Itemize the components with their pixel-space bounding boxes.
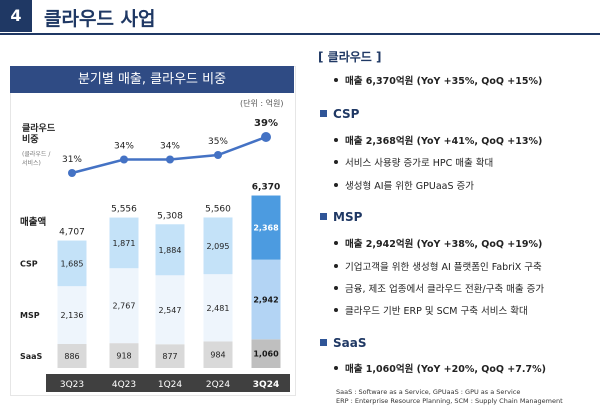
cloud-bullet: 매출 6,370억원 (YoY +35%, QoQ +15%)	[334, 73, 542, 87]
cloud-ratio-label: 39%	[254, 118, 278, 129]
ratio-title: 비중	[22, 133, 39, 145]
square-icon	[320, 213, 327, 220]
bar-saas-4q23	[109, 343, 139, 368]
segment-label: 2,136	[61, 311, 84, 320]
saas-heading: SaaS	[320, 336, 366, 350]
bullet-dot	[334, 286, 338, 290]
revenue-label: 매출액	[20, 216, 46, 228]
series-label-msp: MSP	[20, 311, 40, 320]
msp-heading: MSP	[320, 210, 362, 224]
bar-csp-3q24	[251, 195, 281, 260]
bar-msp-3q23	[57, 286, 87, 345]
segment-label: 886	[64, 352, 79, 361]
bar-msp-3q24	[251, 259, 281, 340]
csp-bullet-2: 서비스 사용량 증가로 HPC 매출 확대	[334, 155, 493, 169]
square-icon	[320, 339, 327, 346]
cloud-ratio-label: 35%	[208, 137, 228, 147]
bullet-dot	[334, 78, 338, 82]
ratio-title: 클라우드	[22, 122, 56, 134]
bar-csp-1q24	[155, 224, 185, 276]
chart-banner: 분기별 매출, 클라우드 비중	[10, 66, 294, 93]
bar-saas-3q24	[251, 339, 281, 368]
segment-label: 2,767	[113, 302, 136, 311]
saas-bullet: 매출 1,060억원 (YoY +20%, QoQ +7.7%)	[334, 361, 546, 375]
csp-bullet-3: 생성형 AI를 위한 GPUaaS 증가	[334, 178, 474, 192]
msp-bullet-4: 클라우드 기반 ERP 및 SCM 구축 서비스 확대	[334, 303, 528, 317]
bar-msp-2q24	[203, 274, 233, 342]
total-label: 5,556	[111, 205, 137, 215]
csp-bullet-1: 매출 2,368억원 (YoY +41%, QoQ +13%)	[334, 133, 542, 147]
category-label: 2Q24	[206, 380, 231, 390]
segment-label: 1,871	[113, 239, 136, 248]
category-label: 4Q23	[112, 380, 136, 390]
bar-msp-1q24	[155, 275, 185, 345]
cloud-ratio-label: 31%	[62, 155, 82, 165]
bar-msp-4q23	[109, 268, 139, 344]
cloud-ratio-point	[68, 169, 76, 177]
series-label-csp: CSP	[20, 259, 38, 268]
msp-bullet-2: 기업고객을 위한 생성형 AI 플랫폼인 FabriX 구축	[334, 259, 542, 273]
segment-label: 2,368	[253, 224, 279, 233]
bar-saas-3q23	[57, 344, 87, 368]
bullet-dot	[334, 308, 338, 312]
footnote-line-1: SaaS : Software as a Service, GPUaaS : G…	[336, 388, 521, 396]
segment-label: 2,547	[159, 306, 182, 315]
bullet-dot	[334, 138, 338, 142]
category-label: 3Q24	[253, 380, 279, 390]
header-divider	[0, 33, 600, 35]
segment-label: 1,685	[61, 259, 84, 268]
page-title: 클라우드 사업	[44, 8, 156, 30]
cloud-ratio-point	[120, 155, 128, 164]
segment-label: 2,481	[207, 304, 230, 313]
category-axis	[46, 374, 290, 392]
cloud-ratio-label: 34%	[160, 142, 180, 152]
bullet-dot	[334, 366, 338, 370]
total-label: 6,370	[252, 183, 280, 193]
cloud-ratio-point	[166, 155, 174, 164]
bullet-dot	[334, 183, 338, 187]
segment-label: 1,060	[253, 350, 279, 359]
bullet-dot	[334, 264, 338, 268]
segment-label: 877	[162, 352, 177, 361]
segment-label: 2,095	[207, 242, 230, 251]
bar-saas-2q24	[203, 341, 233, 368]
cloud-ratio-label: 34%	[114, 142, 134, 152]
msp-bullet-3: 금융, 제조 업종에서 클라우드 전환/구축 매출 증가	[334, 281, 544, 295]
msp-bullet-1: 매출 2,942억원 (YoY +38%, QoQ +19%)	[334, 236, 542, 250]
segment-label: 984	[210, 351, 225, 360]
category-label: 3Q23	[60, 380, 84, 390]
ratio-subtitle: 서비스)	[22, 159, 41, 167]
bar-csp-2q24	[203, 217, 233, 275]
section-number: 4	[0, 0, 32, 32]
total-label: 5,308	[157, 211, 183, 221]
bullet-dot	[334, 160, 338, 164]
category-label: 1Q24	[158, 380, 183, 390]
series-label-saas: SaaS	[20, 352, 43, 361]
bullet-dot	[334, 241, 338, 245]
segment-label: 1,884	[159, 246, 182, 255]
bar-saas-1q24	[155, 344, 185, 368]
cloud-ratio-point	[261, 132, 271, 142]
csp-heading: CSP	[320, 107, 359, 121]
segment-label: 2,942	[253, 295, 278, 304]
ratio-subtitle: (클라우드 /	[22, 150, 51, 158]
cloud-heading: [ 클라우드 ]	[318, 50, 382, 64]
bar-csp-3q23	[57, 240, 87, 287]
footnote-line-2: ERP : Enterprise Resource Planning, SCM …	[336, 397, 563, 405]
bar-csp-4q23	[109, 217, 139, 269]
total-label: 4,707	[59, 228, 85, 238]
total-label: 5,560	[205, 204, 231, 214]
segment-label: 918	[116, 352, 131, 361]
unit-label: (단위 : 억원)	[240, 99, 284, 108]
square-icon	[320, 110, 327, 117]
page-header: 4 클라우드 사업	[0, 0, 600, 35]
cloud-ratio-point	[214, 151, 222, 159]
